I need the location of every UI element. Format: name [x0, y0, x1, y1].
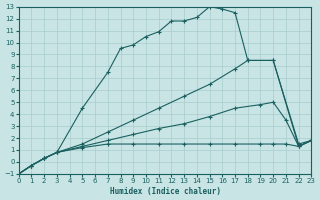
X-axis label: Humidex (Indice chaleur): Humidex (Indice chaleur) [109, 187, 220, 196]
